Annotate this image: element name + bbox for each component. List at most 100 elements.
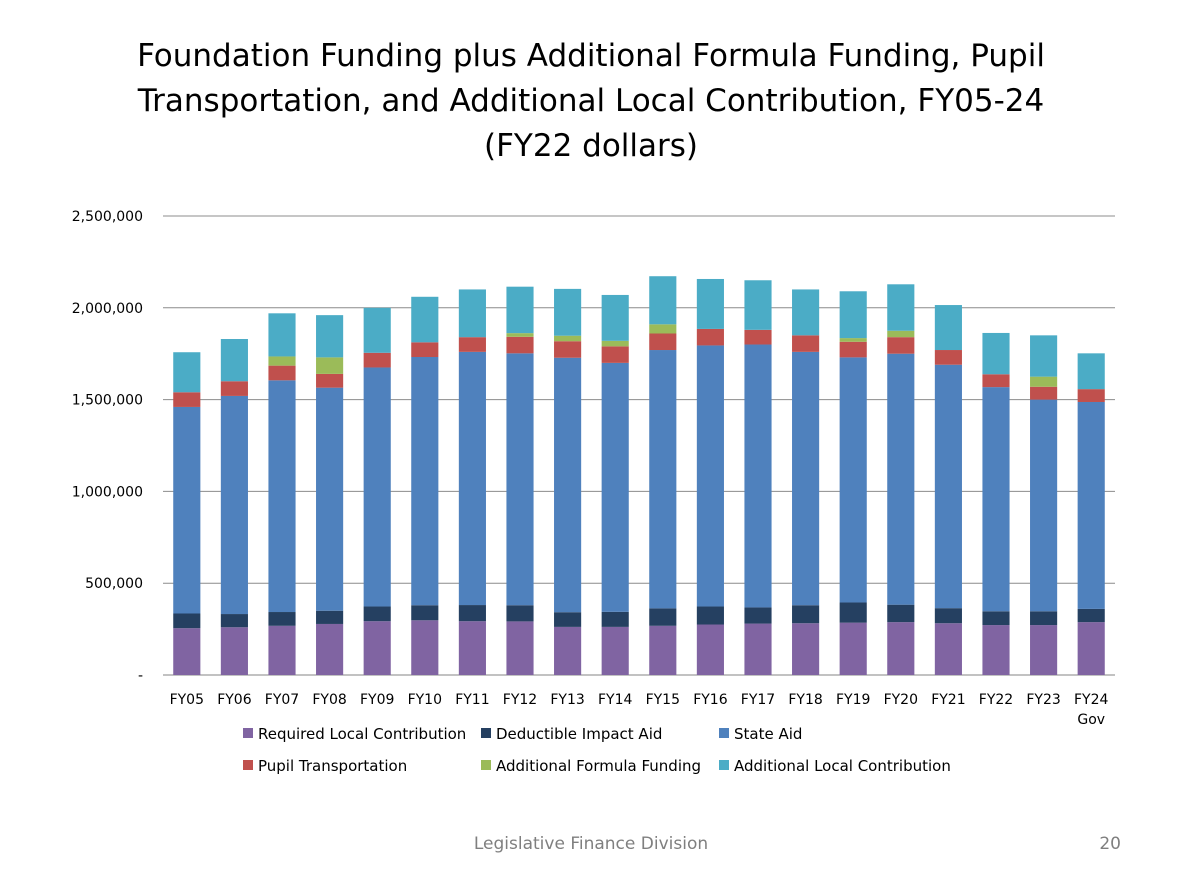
bar-segment	[220, 381, 248, 396]
bar-segment	[696, 624, 724, 675]
bar-segment	[506, 336, 534, 354]
bar-segment	[506, 353, 534, 606]
legend-label: Additional Local Contribution	[734, 757, 951, 775]
bar-segment	[649, 333, 677, 351]
bar-segment	[316, 387, 344, 611]
bar-segment	[268, 380, 296, 613]
x-tick-label: FY15	[646, 692, 680, 708]
bar-segment	[649, 608, 677, 626]
bar-segment	[982, 625, 1010, 675]
bar-segment	[506, 333, 534, 337]
y-tick-label: -	[138, 668, 143, 684]
bar-segment	[411, 357, 439, 606]
bar-segment	[316, 357, 344, 374]
bar-segment	[839, 341, 867, 358]
legend-label: Required Local Contribution	[258, 725, 466, 743]
bar-segment	[696, 345, 724, 607]
bar-segment	[744, 280, 772, 330]
y-tick-label: 2,500,000	[72, 209, 143, 225]
bar-segment	[268, 356, 296, 366]
x-tick-label: FY13	[550, 692, 584, 708]
bar-segment	[554, 626, 582, 675]
bar-segment	[220, 627, 248, 675]
footer-text: Legislative Finance Division	[473, 834, 709, 854]
bar-segment	[1077, 608, 1105, 623]
bar-segment	[411, 620, 439, 675]
bar-segment	[268, 313, 296, 357]
legend-label: Deductible Impact Aid	[496, 725, 662, 743]
legend-swatch	[719, 728, 729, 738]
x-tick-label: FY20	[884, 692, 918, 708]
bar-segment	[792, 351, 820, 606]
legend-swatch	[481, 760, 491, 770]
bar-segment	[649, 625, 677, 675]
page-number: 20	[1099, 834, 1121, 854]
legend-label: State Aid	[734, 725, 802, 743]
bar-segment	[173, 406, 201, 614]
bar-segment	[601, 626, 629, 675]
bar-segment	[173, 613, 201, 629]
bar-segment	[887, 330, 915, 338]
bar-segment	[1030, 399, 1058, 612]
bar-segment	[839, 602, 867, 623]
bar-segment	[458, 351, 486, 606]
bar-segment	[982, 332, 1010, 375]
bar-segment	[934, 350, 962, 365]
bar-segment	[554, 612, 582, 627]
bar-segment	[316, 373, 344, 388]
x-tick-label: FY08	[312, 692, 346, 708]
bar-segment	[744, 344, 772, 608]
bar-segment	[506, 286, 534, 334]
bar-segment	[1077, 353, 1105, 390]
bar-segment	[744, 623, 772, 675]
bar-segment	[792, 335, 820, 352]
x-tick-label: FY23	[1026, 692, 1060, 708]
bar-segment	[696, 328, 724, 346]
bar-segment	[363, 606, 391, 622]
legend-label: Additional Formula Funding	[496, 757, 701, 775]
bar-segment	[316, 315, 344, 358]
bar-segment	[601, 362, 629, 612]
y-tick-label: 1,000,000	[72, 484, 143, 500]
bar-segment	[792, 605, 820, 624]
x-tick-label: FY05	[170, 692, 204, 708]
bar-segment	[316, 610, 344, 624]
x-tick-label: FY12	[503, 692, 537, 708]
bar-segment	[982, 611, 1010, 626]
bar-segment	[554, 335, 582, 342]
x-tick-label: FY11	[455, 692, 489, 708]
bar-segment	[982, 387, 1010, 612]
x-tick-label: FY07	[265, 692, 299, 708]
chart-title-line-2: Transportation, and Additional Local Con…	[137, 83, 1045, 119]
bar-segment	[363, 367, 391, 607]
bar-segment	[934, 623, 962, 675]
bar-segment	[173, 628, 201, 675]
bar-segment	[268, 365, 296, 381]
x-tick-label: FY24	[1074, 692, 1109, 708]
x-tick-label: FY21	[931, 692, 965, 708]
bar-segment	[506, 621, 534, 675]
bar-segment	[173, 352, 201, 393]
bar-segment	[173, 392, 201, 407]
bar-segment	[601, 611, 629, 627]
chart-title-line-1: Foundation Funding plus Additional Formu…	[137, 38, 1045, 74]
x-tick-label: Gov	[1077, 712, 1105, 728]
bar-segment	[458, 621, 486, 675]
bar-segment	[649, 350, 677, 609]
legend-swatch	[719, 760, 729, 770]
bar-segment	[458, 289, 486, 338]
bar-segment	[458, 605, 486, 622]
bar-segment	[696, 278, 724, 329]
x-tick-label: FY19	[836, 692, 870, 708]
bar-segment	[649, 276, 677, 325]
bar-segment	[649, 324, 677, 334]
legend-label: Pupil Transportation	[258, 757, 407, 775]
bar-segment	[411, 605, 439, 621]
bar-segment	[1030, 376, 1058, 387]
bar-segment	[887, 353, 915, 605]
x-tick-label: FY17	[741, 692, 775, 708]
legend-swatch	[481, 728, 491, 738]
bar-segment	[839, 338, 867, 342]
bar-segment	[887, 604, 915, 623]
bar-segment	[363, 621, 391, 675]
